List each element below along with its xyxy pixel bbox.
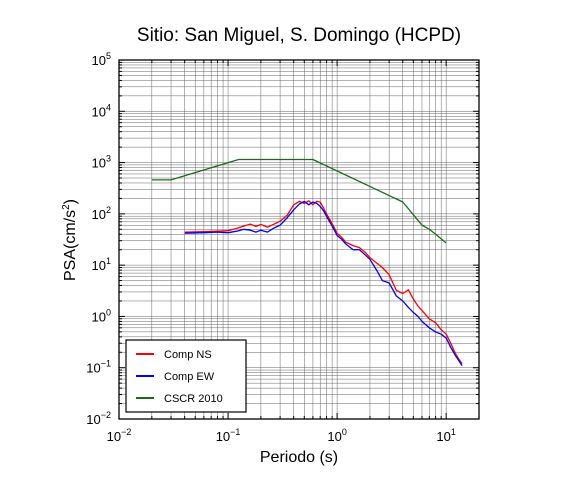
legend-label: Comp NS: [164, 349, 212, 361]
x-tick-label: 10−2: [107, 427, 132, 444]
axis-ticks: 10−2 10−1 100 101 10−2 10−1 100 101 102 103 104 105: [86, 51, 480, 444]
legend-label: CSCR 2010: [164, 393, 223, 405]
legend-label: Comp EW: [164, 371, 215, 383]
y-tick-label: 10−1: [86, 359, 111, 376]
x-tick-label: 101: [436, 427, 455, 444]
grid: [118, 59, 480, 420]
series-layer: [151, 158, 463, 366]
x-tick-label: 10−1: [216, 427, 241, 444]
x-tick-label: 100: [327, 427, 346, 444]
y-axis-label-base: PSA(cm/s: [62, 210, 79, 281]
legend: Comp NS Comp EW CSCR 2010: [125, 339, 247, 413]
series-line-cscr-2010: [151, 158, 447, 244]
x-axis-label: Periodo (s): [260, 449, 338, 466]
series-line-comp-ew: [184, 200, 463, 366]
y-tick-label: 10−2: [86, 410, 111, 427]
y-tick-label: 103: [92, 154, 111, 171]
plot-frame: [118, 59, 480, 420]
y-tick-label: 104: [92, 102, 111, 119]
y-axis-label: PSA(cm/s2): [61, 199, 79, 281]
y-tick-label: 101: [92, 256, 111, 273]
series-line-comp-ns: [184, 200, 463, 365]
y-tick-label: 102: [92, 205, 111, 222]
y-tick-label: 105: [92, 51, 111, 68]
chart-title: Sitio: San Miguel, S. Domingo (HCPD): [137, 25, 461, 46]
y-tick-label: 100: [92, 307, 111, 324]
y-axis-label-close: ): [62, 199, 79, 204]
y-axis-label-exponent: 2: [61, 204, 72, 210]
